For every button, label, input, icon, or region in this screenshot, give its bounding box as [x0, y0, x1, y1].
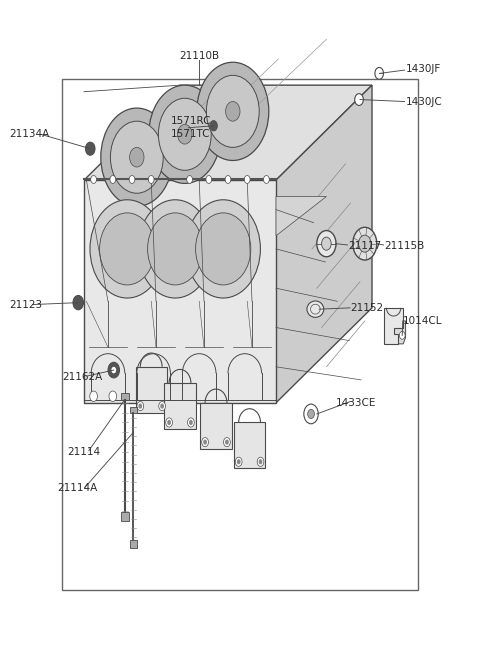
- Bar: [121, 393, 129, 400]
- Circle shape: [210, 121, 217, 131]
- Text: 21152: 21152: [350, 303, 384, 313]
- Text: 21117: 21117: [348, 240, 381, 251]
- Circle shape: [90, 391, 97, 402]
- Circle shape: [224, 438, 230, 447]
- Circle shape: [110, 176, 116, 183]
- Text: 1433CE: 1433CE: [336, 398, 376, 408]
- Circle shape: [130, 147, 144, 167]
- Circle shape: [111, 367, 116, 373]
- Text: 21114A: 21114A: [58, 483, 98, 493]
- Circle shape: [110, 121, 163, 193]
- Circle shape: [138, 403, 142, 409]
- Circle shape: [359, 235, 371, 252]
- Circle shape: [178, 124, 192, 144]
- Circle shape: [206, 75, 259, 147]
- Text: 21110B: 21110B: [179, 50, 219, 61]
- Bar: [164, 383, 196, 429]
- Text: 1430JF: 1430JF: [406, 64, 441, 74]
- Circle shape: [129, 176, 135, 183]
- Circle shape: [108, 362, 120, 378]
- Circle shape: [399, 331, 405, 339]
- Circle shape: [188, 418, 194, 427]
- Circle shape: [109, 391, 117, 402]
- Ellipse shape: [100, 213, 155, 285]
- Circle shape: [166, 418, 172, 427]
- Bar: [234, 422, 265, 468]
- Circle shape: [206, 176, 212, 183]
- Text: 1571RC: 1571RC: [170, 116, 211, 126]
- Circle shape: [202, 438, 208, 447]
- Circle shape: [203, 440, 207, 445]
- Circle shape: [197, 62, 269, 160]
- Ellipse shape: [196, 213, 251, 285]
- Bar: [135, 367, 167, 413]
- Polygon shape: [391, 321, 406, 344]
- Ellipse shape: [90, 200, 164, 298]
- Bar: [62, 79, 418, 590]
- Circle shape: [73, 295, 84, 310]
- Polygon shape: [276, 85, 372, 403]
- Circle shape: [149, 85, 221, 183]
- Circle shape: [257, 457, 264, 466]
- Ellipse shape: [138, 200, 212, 298]
- Bar: [200, 403, 231, 449]
- Circle shape: [160, 403, 164, 409]
- Circle shape: [167, 420, 171, 425]
- Polygon shape: [84, 180, 276, 403]
- Circle shape: [264, 176, 269, 183]
- Text: 21134A: 21134A: [10, 129, 50, 140]
- Circle shape: [317, 231, 336, 257]
- Circle shape: [355, 94, 363, 105]
- Ellipse shape: [186, 200, 261, 298]
- Circle shape: [158, 98, 211, 170]
- Text: 1571TC: 1571TC: [170, 129, 210, 140]
- Circle shape: [235, 457, 242, 466]
- Circle shape: [225, 176, 231, 183]
- Polygon shape: [384, 308, 403, 344]
- Circle shape: [91, 176, 96, 183]
- Circle shape: [375, 67, 384, 79]
- Circle shape: [259, 459, 263, 464]
- Polygon shape: [84, 85, 372, 180]
- Circle shape: [187, 176, 192, 183]
- Circle shape: [137, 402, 144, 411]
- Text: 21162A: 21162A: [62, 371, 103, 382]
- Circle shape: [322, 237, 331, 250]
- Text: 1430JC: 1430JC: [406, 96, 443, 107]
- Text: 21114: 21114: [67, 447, 100, 457]
- Circle shape: [225, 440, 229, 445]
- Circle shape: [159, 402, 166, 411]
- Circle shape: [353, 227, 377, 260]
- Polygon shape: [276, 196, 326, 236]
- Text: 21123: 21123: [10, 299, 43, 310]
- Circle shape: [304, 404, 318, 424]
- Bar: [121, 512, 129, 521]
- Circle shape: [101, 108, 173, 206]
- Text: 1014CL: 1014CL: [403, 316, 443, 326]
- Circle shape: [148, 176, 154, 183]
- Ellipse shape: [148, 213, 203, 285]
- Ellipse shape: [307, 301, 324, 317]
- Circle shape: [189, 420, 193, 425]
- Circle shape: [237, 459, 240, 464]
- Circle shape: [85, 142, 95, 155]
- Circle shape: [244, 176, 250, 183]
- Circle shape: [226, 102, 240, 121]
- Circle shape: [308, 409, 314, 419]
- Bar: [130, 407, 137, 413]
- Bar: [130, 540, 137, 548]
- Text: 21115B: 21115B: [384, 240, 424, 251]
